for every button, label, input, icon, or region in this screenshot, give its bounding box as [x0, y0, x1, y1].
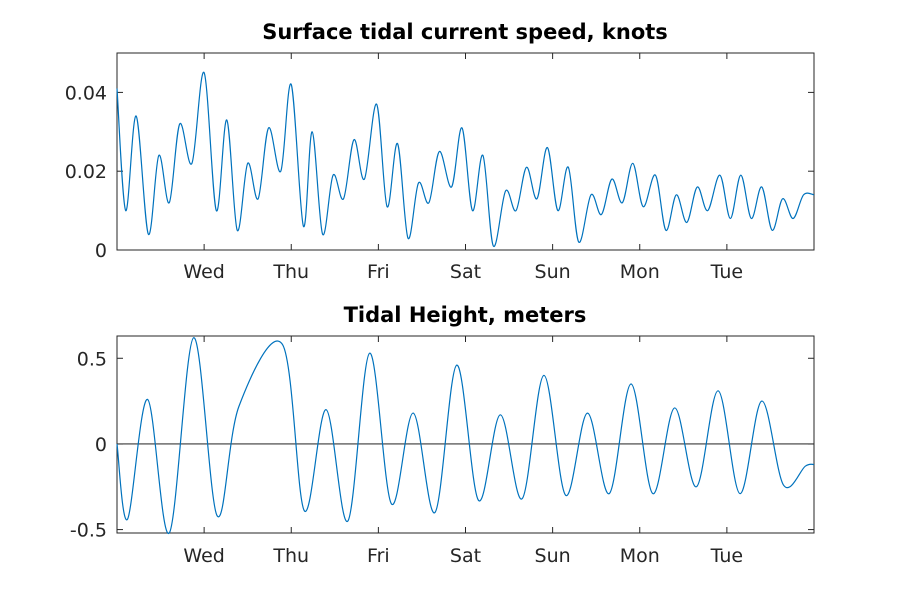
x-tick-label: Fri — [367, 261, 390, 283]
x-tick-label: Fri — [367, 545, 390, 567]
y-tick-label: 0.04 — [65, 82, 107, 104]
current-speed-series-line — [116, 72, 815, 247]
chart-title: Surface tidal current speed, knots — [262, 20, 668, 44]
y-axis-ticks: 0 0.02 0.04 — [65, 82, 814, 262]
x-tick-label: Sat — [450, 261, 481, 283]
x-tick-label: Tue — [710, 261, 743, 283]
x-tick-label: Thu — [272, 545, 309, 567]
y-tick-label: 0 — [95, 434, 107, 456]
x-tick-label: Wed — [183, 261, 224, 283]
x-tick-label: Sat — [450, 545, 481, 567]
y-tick-label: -0.5 — [70, 520, 107, 542]
y-tick-label: 0.5 — [77, 348, 107, 370]
x-axis-ticks: Wed Thu Fri Sat Sun Mon Tue — [183, 53, 743, 283]
x-tick-label: Thu — [272, 261, 309, 283]
x-tick-label: Wed — [183, 545, 224, 567]
x-axis-ticks: Wed Thu Fri Sat Sun Mon Tue — [183, 336, 743, 567]
x-tick-label: Mon — [620, 545, 660, 567]
x-tick-label: Sun — [535, 545, 571, 567]
x-tick-label: Sun — [535, 261, 571, 283]
plot-area — [116, 335, 815, 534]
y-tick-label: 0 — [95, 240, 107, 262]
current-speed-chart: Surface tidal current speed, knots 0 0.02… — [65, 20, 815, 283]
y-tick-label: 0.02 — [65, 161, 107, 183]
x-tick-label: Tue — [710, 545, 743, 567]
tidal-height-series-line — [116, 337, 815, 534]
y-axis-ticks: -0.5 0 0.5 — [70, 348, 814, 542]
chart-title: Tidal Height, meters — [344, 303, 587, 327]
x-tick-label: Mon — [620, 261, 660, 283]
tidal-height-chart: Tidal Height, meters -0.5 0 0.5 Wed Thu Fri S… — [70, 303, 815, 567]
